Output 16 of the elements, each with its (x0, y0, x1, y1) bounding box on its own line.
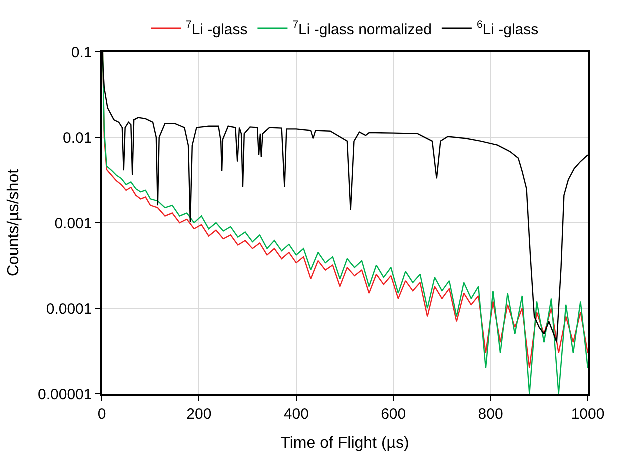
y-axis-title: Counts/µs/shot (5, 168, 22, 277)
x-tick-label: 600 (381, 406, 406, 423)
y-tick-label: 0.00001 (38, 386, 92, 404)
x-tick-label: 800 (478, 406, 504, 423)
x-axis-title: Time of Flight (µs) (280, 434, 410, 452)
x-tick-label: 400 (284, 406, 309, 423)
y-tick-label: 0.1 (71, 44, 92, 62)
y-tick-label: 0.001 (54, 215, 92, 232)
x-tick-label: 0 (98, 406, 106, 423)
y-tick-label: 0.0001 (46, 300, 92, 318)
legend-label: $^{6}$Li -glass (476, 18, 539, 38)
y-tick-label: 0.01 (63, 130, 92, 147)
x-tick-label: 1000 (571, 406, 605, 423)
legend-label: $^{7}$Li -glass normalized (292, 18, 432, 38)
x-tick-label: 200 (186, 406, 212, 423)
legend-label: $^{7}$Li -glass (186, 18, 248, 38)
